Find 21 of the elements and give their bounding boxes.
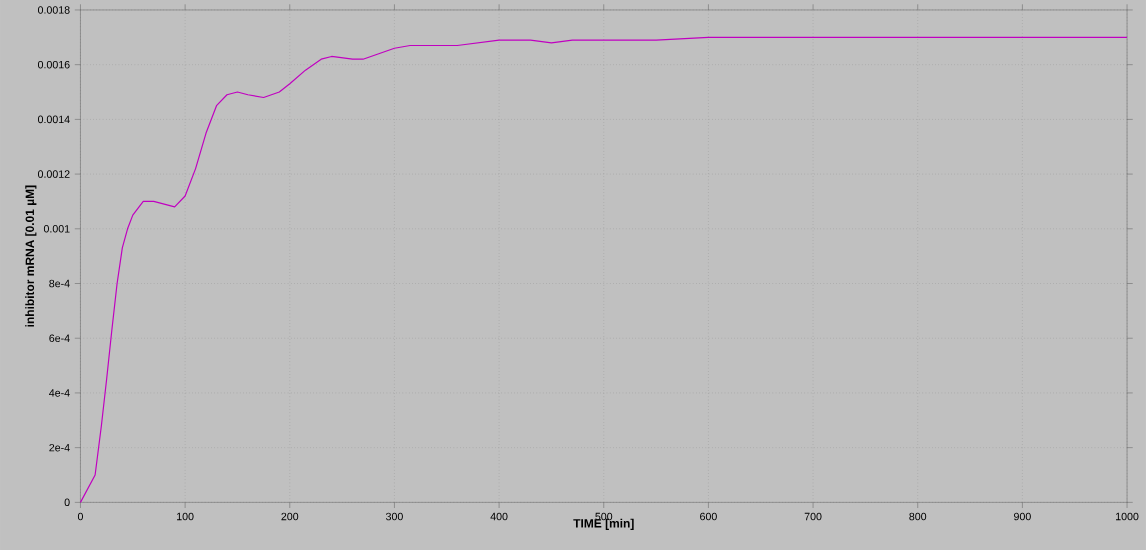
x-tick-label: 0 (77, 512, 83, 521)
y-axis-title: inhibitor mRNA [0.01 µM] (25, 185, 37, 327)
y-tick-label: 6e-4 (49, 334, 70, 342)
y-tick-label: 8e-4 (49, 279, 70, 288)
y-tick-label: 2e-4 (49, 443, 70, 452)
y-tick-label: 0.0012 (37, 170, 70, 178)
y-tick-label: 4e-4 (49, 389, 70, 397)
y-tick-label: 0.001 (43, 224, 70, 233)
x-tick-label: 200 (281, 512, 299, 521)
x-tick-label: 400 (490, 512, 508, 521)
y-tick-label: 0.0014 (37, 115, 70, 124)
x-tick-label: 100 (177, 512, 194, 521)
x-tick-label: 800 (909, 512, 927, 521)
x-tick-label: 900 (1014, 512, 1031, 521)
x-tick-label: 1000 (1116, 512, 1139, 521)
x-tick-label: 700 (804, 512, 822, 521)
y-tick-label: 0.0016 (37, 60, 70, 69)
x-tick-label: 600 (700, 512, 717, 521)
y-tick-label: 0.0018 (37, 6, 70, 14)
x-tick-label: 300 (385, 512, 403, 521)
y-tick-label: 0 (64, 498, 70, 507)
